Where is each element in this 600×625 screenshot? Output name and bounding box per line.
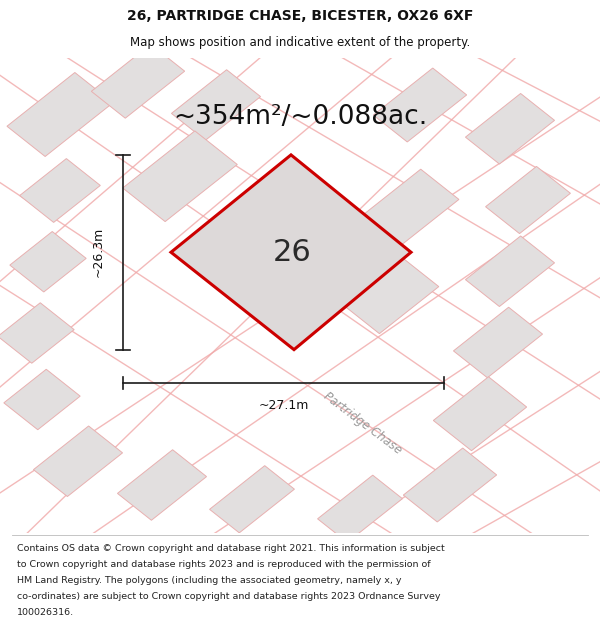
Polygon shape bbox=[466, 94, 554, 164]
Polygon shape bbox=[466, 236, 554, 306]
Text: ~26.3m: ~26.3m bbox=[91, 227, 104, 278]
Text: Map shows position and indicative extent of the property.: Map shows position and indicative extent… bbox=[130, 36, 470, 49]
Text: ~27.1m: ~27.1m bbox=[259, 399, 308, 412]
Polygon shape bbox=[209, 466, 295, 533]
Polygon shape bbox=[123, 131, 237, 222]
Polygon shape bbox=[485, 166, 571, 234]
Polygon shape bbox=[4, 369, 80, 430]
Polygon shape bbox=[10, 231, 86, 292]
Polygon shape bbox=[20, 159, 100, 222]
Polygon shape bbox=[373, 68, 467, 142]
Polygon shape bbox=[0, 302, 74, 363]
Text: to Crown copyright and database rights 2023 and is reproduced with the permissio: to Crown copyright and database rights 2… bbox=[17, 560, 430, 569]
Polygon shape bbox=[91, 44, 185, 118]
Polygon shape bbox=[34, 426, 122, 496]
Text: ~354m²/~0.088ac.: ~354m²/~0.088ac. bbox=[173, 104, 427, 130]
Polygon shape bbox=[403, 448, 497, 522]
Text: 26, PARTRIDGE CHASE, BICESTER, OX26 6XF: 26, PARTRIDGE CHASE, BICESTER, OX26 6XF bbox=[127, 9, 473, 23]
Polygon shape bbox=[317, 475, 403, 542]
Polygon shape bbox=[433, 377, 527, 451]
Text: 100026316.: 100026316. bbox=[17, 608, 74, 618]
Polygon shape bbox=[187, 215, 293, 299]
Polygon shape bbox=[454, 308, 542, 378]
Text: Partridge Chase: Partridge Chase bbox=[322, 389, 404, 457]
Text: co-ordinates) are subject to Crown copyright and database rights 2023 Ordnance S: co-ordinates) are subject to Crown copyr… bbox=[17, 592, 440, 601]
Polygon shape bbox=[7, 72, 113, 156]
Polygon shape bbox=[172, 70, 260, 140]
Text: HM Land Registry. The polygons (including the associated geometry, namely x, y: HM Land Registry. The polygons (includin… bbox=[17, 576, 401, 585]
Polygon shape bbox=[171, 155, 411, 349]
Text: 26: 26 bbox=[272, 238, 311, 267]
Polygon shape bbox=[341, 256, 439, 334]
Polygon shape bbox=[357, 169, 459, 250]
Polygon shape bbox=[118, 450, 206, 520]
Text: Contains OS data © Crown copyright and database right 2021. This information is : Contains OS data © Crown copyright and d… bbox=[17, 544, 445, 552]
